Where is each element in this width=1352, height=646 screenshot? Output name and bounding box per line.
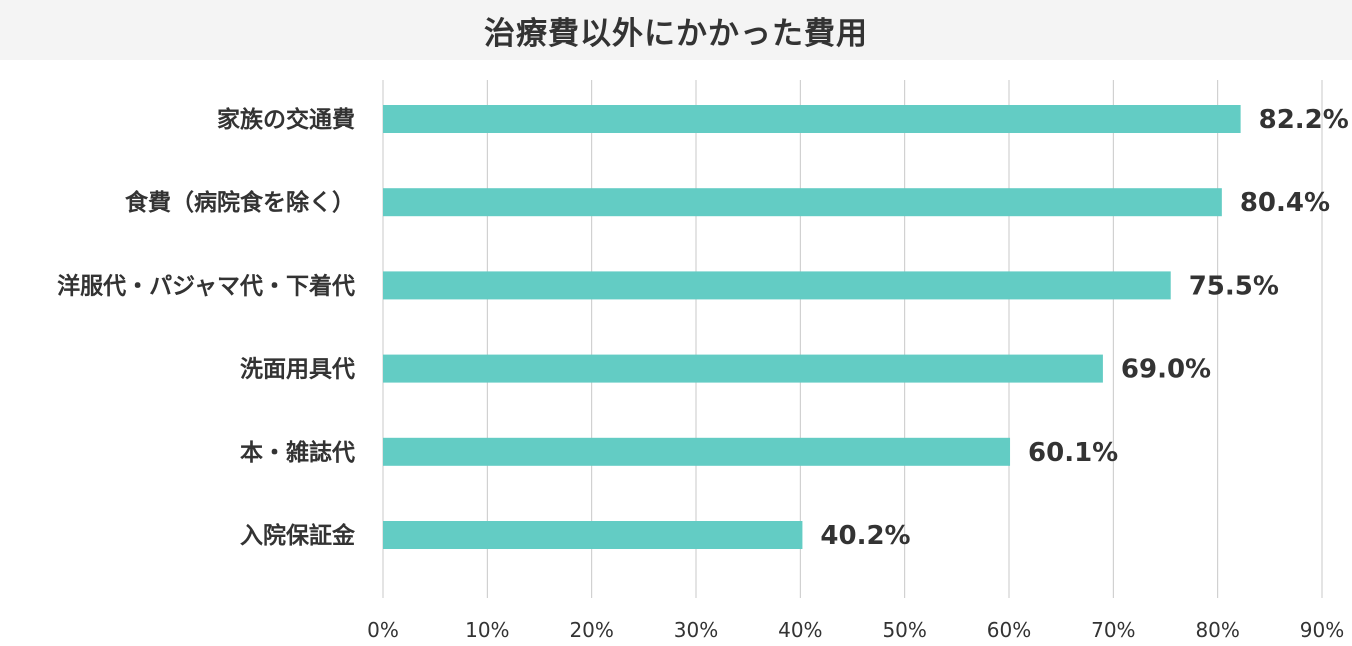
category-label: 洋服代・パジャマ代・下着代 bbox=[57, 272, 355, 299]
x-tick-label: 60% bbox=[987, 618, 1031, 642]
x-axis-ticks: 0% 10% 20% 30% 40% 50% 60% 70% 80% 90% bbox=[367, 618, 1344, 642]
category-label: 家族の交通費 bbox=[217, 106, 355, 133]
x-tick-label: 80% bbox=[1195, 618, 1239, 642]
bar bbox=[383, 188, 1222, 217]
x-tick-label: 10% bbox=[465, 618, 509, 642]
bar bbox=[383, 105, 1241, 133]
bar bbox=[383, 271, 1171, 300]
x-tick-label: 40% bbox=[778, 618, 822, 642]
bar bbox=[383, 437, 1011, 466]
x-tick-label: 50% bbox=[882, 618, 926, 642]
category-label: 入院保証金 bbox=[240, 522, 356, 549]
value-label: 60.1% bbox=[1028, 438, 1118, 468]
x-tick-label: 30% bbox=[674, 618, 718, 642]
grid-lines bbox=[382, 80, 1323, 598]
value-label: 82.2% bbox=[1259, 105, 1349, 135]
category-label: 洗面用具代 bbox=[240, 357, 355, 383]
x-tick-label: 20% bbox=[569, 618, 613, 642]
value-labels: 82.2% 80.4% 75.5% 69.0% 60.1% 40.2% bbox=[820, 105, 1348, 551]
x-tick-label: 0% bbox=[367, 618, 399, 642]
value-label: 69.0% bbox=[1121, 355, 1211, 385]
title-bar: 治療費以外にかかった費用 bbox=[0, 0, 1352, 60]
value-label: 40.2% bbox=[820, 521, 910, 551]
chart-title: 治療費以外にかかった費用 bbox=[484, 15, 868, 52]
bar bbox=[383, 521, 803, 549]
value-label: 80.4% bbox=[1240, 188, 1330, 218]
category-label: 食費（病院食を除く） bbox=[125, 189, 355, 216]
category-label: 本・雑誌代 bbox=[240, 439, 355, 466]
x-tick-label: 90% bbox=[1300, 618, 1344, 642]
value-label: 75.5% bbox=[1189, 271, 1279, 301]
x-tick-label: 70% bbox=[1091, 618, 1135, 642]
bars bbox=[383, 105, 1241, 549]
bar bbox=[383, 354, 1103, 383]
